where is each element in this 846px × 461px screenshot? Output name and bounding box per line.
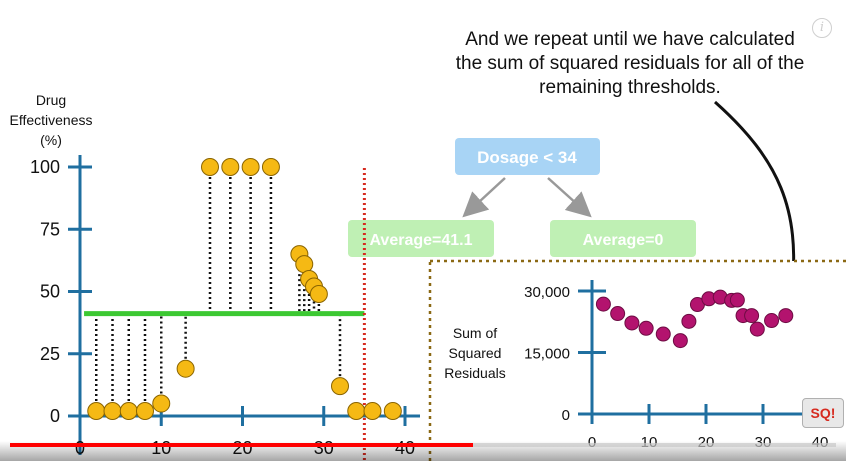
chart1-point [309,284,328,303]
chart1-point [261,158,280,176]
annotation-line-2: the sum of squared residuals for all of … [456,53,805,74]
chart2-y-tick-label: 30,000 [524,284,570,301]
video-progress-played [10,443,473,447]
decision-tree: Dosage < 34 Average=41.1 Average=0 [348,138,696,257]
effectiveness-chart: Drug Effectiveness (%) 02550751000102030… [9,92,420,461]
chart1-ylabel-line: Drug [36,92,66,108]
tree-root-label: Dosage < 34 [477,148,577,167]
chart1-y-tick-label: 50 [40,282,60,302]
chart2-point [624,315,640,331]
annotation: And we repeat until we have calculated t… [456,29,805,98]
chart1-y-tick-label: 25 [40,344,60,364]
chart2-point [778,308,794,324]
chart1-point [119,402,138,421]
chart1-point [363,402,382,421]
inset-frame [428,259,846,461]
tree-branch-right [547,177,592,218]
chart1-point [241,158,260,176]
chart1-point [383,402,402,421]
info-icon[interactable]: i [812,18,832,38]
chart2-ylabel-line: Residuals [444,365,505,381]
video-progress-bar[interactable] [10,443,836,447]
chart1-point [136,402,154,421]
chart1-y-tick-label: 0 [50,406,60,426]
tree-root-node [455,138,600,175]
chart2-ylabel-line: Sum of [453,325,497,341]
chart1-y-tick-label: 100 [30,157,60,177]
chart1-point [103,402,122,421]
tree-left-leaf-label: Average=41.1 [369,232,472,249]
tree-right-leaf [550,220,696,257]
chart1-point [152,394,171,413]
chart1-point [331,377,349,396]
chart2-point [638,320,654,336]
tree-branch-left [462,177,506,218]
chart1-point [201,158,219,176]
statquest-logo: SQ! [802,398,844,428]
chart2-y-tick-label: 15,000 [524,346,570,363]
chart2-ylabel: Sum of Squared Residuals [444,325,505,381]
chart2-point [681,313,697,329]
chart1-point [221,158,240,176]
chart1-ylabel-line: (%) [40,132,62,148]
chart2-point [595,296,611,312]
chart2-point [729,292,745,308]
chart2-point [764,313,780,329]
chart1-x-tick-label: 0 [75,438,85,458]
chart1-point [295,255,314,274]
annotation-line-1: And we repeat until we have calculated [465,29,795,50]
chart2-point [749,321,765,337]
chart1-point [347,402,366,421]
chart1-y-tick-label: 75 [40,219,60,239]
tree-right-leaf-label: Average=0 [583,232,664,249]
chart1-point [87,402,106,421]
tree-left-leaf [348,220,494,257]
chart2-point [744,308,760,324]
chart2-x-tick-label: 0 [588,434,596,451]
chart2-point [672,333,688,349]
chart2-point [655,326,671,342]
chart2-y-tick-label: 0 [562,407,570,424]
chart1-ylabel: Drug Effectiveness (%) [9,92,92,148]
chart2-ylabel-line: Squared [449,345,502,361]
chart1-ylabel-line: Effectiveness [9,112,92,128]
chart1-point [176,359,195,378]
annotation-line-3: remaining thresholds. [539,77,721,98]
chart2-point [610,306,626,322]
